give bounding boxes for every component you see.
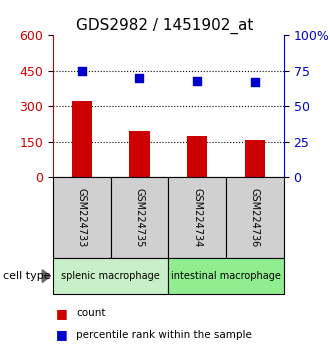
Point (137, 75, 142, 81)
Text: splenic macrophage: splenic macrophage (61, 271, 160, 281)
Text: percentile rank within the sample: percentile rank within the sample (76, 330, 252, 339)
Text: cell type: cell type (3, 271, 51, 281)
Bar (187, 136, 207, 177)
Text: GSM224733: GSM224733 (77, 188, 87, 247)
Bar (129, 131, 149, 177)
Text: GSM224735: GSM224735 (134, 188, 145, 247)
Text: GSM224736: GSM224736 (250, 188, 260, 247)
Point (252, 79, 258, 85)
Text: ■: ■ (56, 328, 68, 341)
Point (195, 78, 200, 84)
Text: ■: ■ (56, 307, 68, 320)
Bar (245, 141, 265, 177)
Point (79, 68, 84, 74)
Text: intestinal macrophage: intestinal macrophage (171, 271, 281, 281)
Bar (72, 102, 92, 177)
Text: count: count (76, 308, 105, 318)
Text: GDS2982 / 1451902_at: GDS2982 / 1451902_at (76, 18, 254, 34)
Text: GSM224734: GSM224734 (192, 188, 202, 247)
